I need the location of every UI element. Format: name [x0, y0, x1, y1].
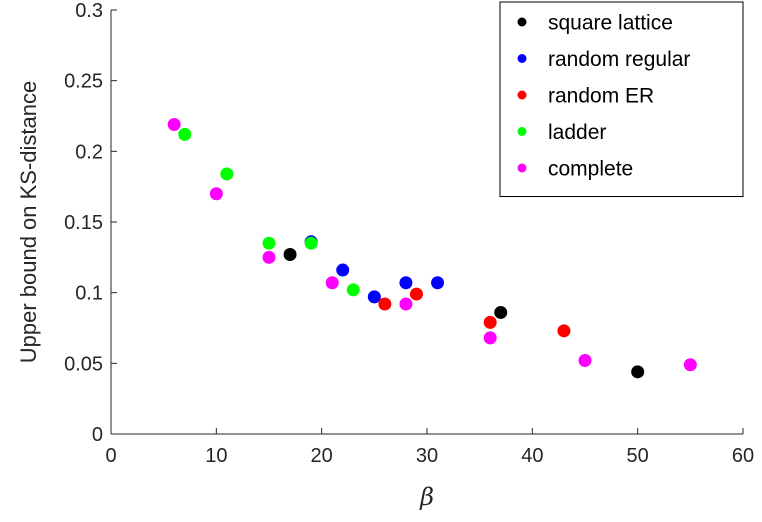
x-tick-label: 50: [627, 445, 649, 467]
point-square-lattice: [283, 248, 297, 262]
y-tick-label: 0.1: [75, 283, 103, 305]
x-axis-label: β: [419, 483, 434, 511]
x-tick-label: 30: [416, 445, 438, 467]
y-tick-label: 0.3: [75, 0, 103, 22]
x-tick-label: 10: [205, 445, 227, 467]
point-complete: [209, 187, 223, 201]
y-tick-label: 0: [92, 424, 103, 446]
legend-label: ladder: [548, 121, 606, 144]
point-random-ER: [483, 315, 497, 329]
point-complete: [578, 354, 592, 368]
point-ladder: [262, 236, 276, 250]
legend: square lattice random regular random ER lad…: [499, 1, 744, 197]
point-complete: [483, 331, 497, 345]
point-complete: [262, 250, 276, 264]
y-tick-label: 0.05: [64, 353, 103, 375]
legend-marker: [517, 163, 527, 173]
x-tick-label: 0: [105, 445, 116, 467]
point-square-lattice: [494, 305, 508, 319]
legend-label: random ER: [548, 85, 654, 108]
x-tick-label: 40: [521, 445, 543, 467]
legend-marker: [517, 90, 527, 100]
x-tick-label: 60: [732, 445, 754, 467]
point-complete: [167, 117, 181, 131]
y-tick-label: 0.2: [75, 141, 103, 163]
y-axis-label: Upper bound on KS-distance: [16, 81, 41, 364]
legend-box: [499, 1, 744, 197]
legend-label: random regular: [548, 48, 690, 71]
legend-marker: [517, 127, 527, 136]
point-random-regular: [336, 263, 350, 277]
axes: 0 10 20 30 40 50 60 0 0.05 0.1 0.15 0.2 0.25 0.3: [64, 0, 754, 467]
point-random-ER: [557, 324, 571, 338]
legend-marker: [517, 17, 527, 27]
point-complete: [683, 358, 697, 372]
legend-label: square lattice: [548, 12, 673, 35]
data-points: [167, 117, 697, 379]
y-tick-label: 0.25: [64, 71, 103, 93]
point-ladder: [178, 127, 192, 141]
point-complete: [325, 276, 339, 290]
x-tick-label: 20: [311, 445, 333, 467]
y-tick-label: 0.15: [64, 212, 103, 234]
point-ladder: [304, 236, 318, 250]
point-random-regular: [431, 276, 445, 290]
legend-label: complete: [548, 158, 633, 181]
point-random-regular: [399, 276, 413, 290]
point-ladder: [346, 283, 360, 297]
point-random-ER: [378, 297, 392, 311]
legend-marker: [517, 54, 527, 63]
point-random-ER: [409, 287, 423, 301]
point-square-lattice: [631, 365, 645, 379]
point-complete: [399, 297, 413, 311]
point-random-regular: [367, 290, 381, 304]
point-ladder: [220, 167, 234, 181]
